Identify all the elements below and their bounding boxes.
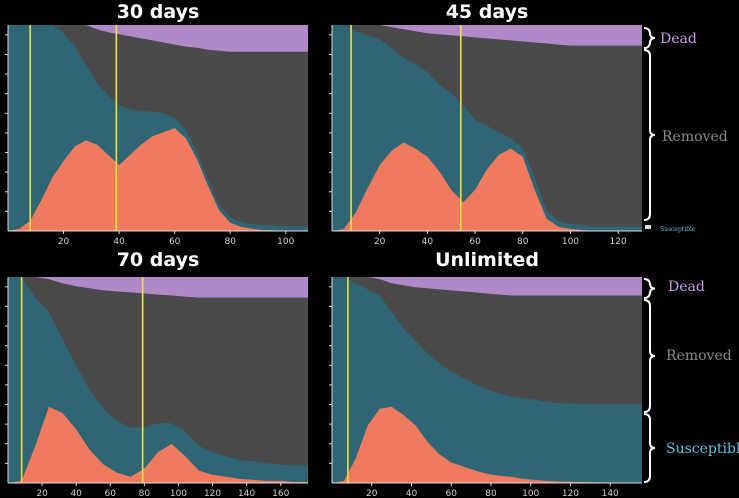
chart-panel-4: 20 40 60 80 100 120 140 <box>329 277 642 498</box>
x-tick-label: 140 <box>238 489 255 498</box>
infected-area <box>332 406 642 483</box>
dead-area <box>332 25 642 46</box>
dead-area <box>8 277 308 298</box>
x-tick-label: 120 <box>610 237 627 247</box>
legend-removed-top: Removed <box>662 129 728 145</box>
x-tick-label: 40 <box>406 489 418 498</box>
susceptible-area <box>8 277 308 483</box>
chart-panel-2: 20 40 60 80 100 120 <box>329 25 642 247</box>
x-tick-label: 40 <box>70 489 82 498</box>
infected-area <box>332 142 642 231</box>
removed-legend-brace <box>643 49 656 221</box>
dead-area <box>8 25 308 52</box>
x-tick-label: 120 <box>562 489 579 498</box>
infected-area <box>8 406 308 483</box>
x-tick-label: 140 <box>602 489 619 498</box>
chart-title-70-days: 70 days <box>116 249 200 271</box>
x-tick-label: 20 <box>374 237 386 247</box>
x-tick-label: 80 <box>517 237 529 247</box>
dead-area <box>332 277 642 296</box>
removed-legend-brace-bottom <box>643 299 656 413</box>
x-tick-label: 60 <box>446 489 458 498</box>
infected-area <box>8 128 308 231</box>
legend-removed-bottom: Removed <box>666 348 732 364</box>
x-tick-label: 60 <box>105 489 117 498</box>
x-tick-label: 20 <box>58 237 70 247</box>
x-tick-label: 40 <box>422 237 434 247</box>
legend-susceptible-top: Susceptible <box>660 226 696 233</box>
chart-title-30-days: 30 days <box>116 1 200 23</box>
x-tick-label: 100 <box>277 237 294 247</box>
x-tick-label: 80 <box>224 237 236 247</box>
x-tick-label: 60 <box>469 237 481 247</box>
legend-dead-top: Dead <box>660 31 697 47</box>
chart-title-unlimited: Unlimited <box>435 249 539 271</box>
x-tick-label: 160 <box>272 489 289 498</box>
x-tick-label: 100 <box>522 489 539 498</box>
x-tick-label: 100 <box>562 237 579 247</box>
x-tick-label: 20 <box>366 489 378 498</box>
legend-susceptible-bottom: Susceptible <box>666 441 739 457</box>
x-tick-label: 100 <box>170 489 187 498</box>
dead-legend-brace <box>643 27 656 49</box>
x-tick-label: 40 <box>113 237 125 247</box>
x-tick-label: 20 <box>36 489 48 498</box>
susceptible-legend-marker <box>645 225 651 229</box>
dead-legend-brace-bottom <box>643 278 656 299</box>
susceptible-legend-brace-bottom <box>643 413 656 483</box>
x-tick-label: 80 <box>485 489 497 498</box>
legend-dead-bottom: Dead <box>668 279 705 295</box>
chart-title-45-days: 45 days <box>445 1 529 23</box>
chart-panel-1: 20 40 60 80 100 <box>5 25 308 247</box>
x-tick-label: 80 <box>139 489 151 498</box>
chart-panel-3: 20 40 60 80 100 120 140 160 <box>5 277 308 498</box>
x-tick-label: 60 <box>169 237 181 247</box>
x-tick-label: 120 <box>204 489 221 498</box>
